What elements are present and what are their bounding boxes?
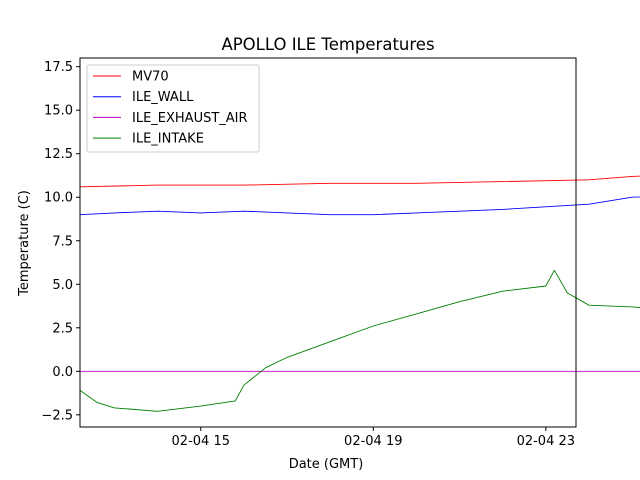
y-tick-label: 10.0 [44,191,73,206]
y-tick-label: 12.5 [44,147,73,162]
legend-label: MV70 [132,70,169,85]
y-tick-label: 7.5 [52,234,73,249]
plot-frame [79,57,577,428]
y-axis-ticks: −2.5 0.0 2.5 5.0 7.5 10.0 12.5 15.0 17.5 [41,60,80,423]
chart-title: APOLLO ILE Temperatures [221,35,434,54]
y-tick-label: −2.5 [41,408,73,423]
legend-label: ILE_WALL [132,90,194,105]
y-tick-label: 2.5 [52,321,73,336]
legend-label: ILE_INTAKE [132,132,204,147]
y-tick-label: 5.0 [52,278,73,293]
x-axis-label: Date (GMT) [289,457,364,472]
y-tick-label: 0.0 [52,365,73,380]
y-axis-label: Temperature (C) [17,190,32,297]
series-layer [79,175,640,412]
legend-box [86,64,260,153]
x-tick-label: 02-04 15 [172,434,230,449]
series-line-mv70 [79,175,640,188]
legend: MV70 ILE_WALL ILE_EXHAUST_AIR ILE_INTAKE [86,64,260,153]
y-tick-label: 15.0 [44,104,73,119]
series-line-ile-wall [79,196,640,216]
y-tick-label: 17.5 [44,60,73,75]
x-tick-label: 02-04 19 [344,434,402,449]
series-line-ile-intake [79,269,640,412]
legend-label: ILE_EXHAUST_AIR [132,111,248,126]
x-tick-label: 02-04 23 [517,434,575,449]
